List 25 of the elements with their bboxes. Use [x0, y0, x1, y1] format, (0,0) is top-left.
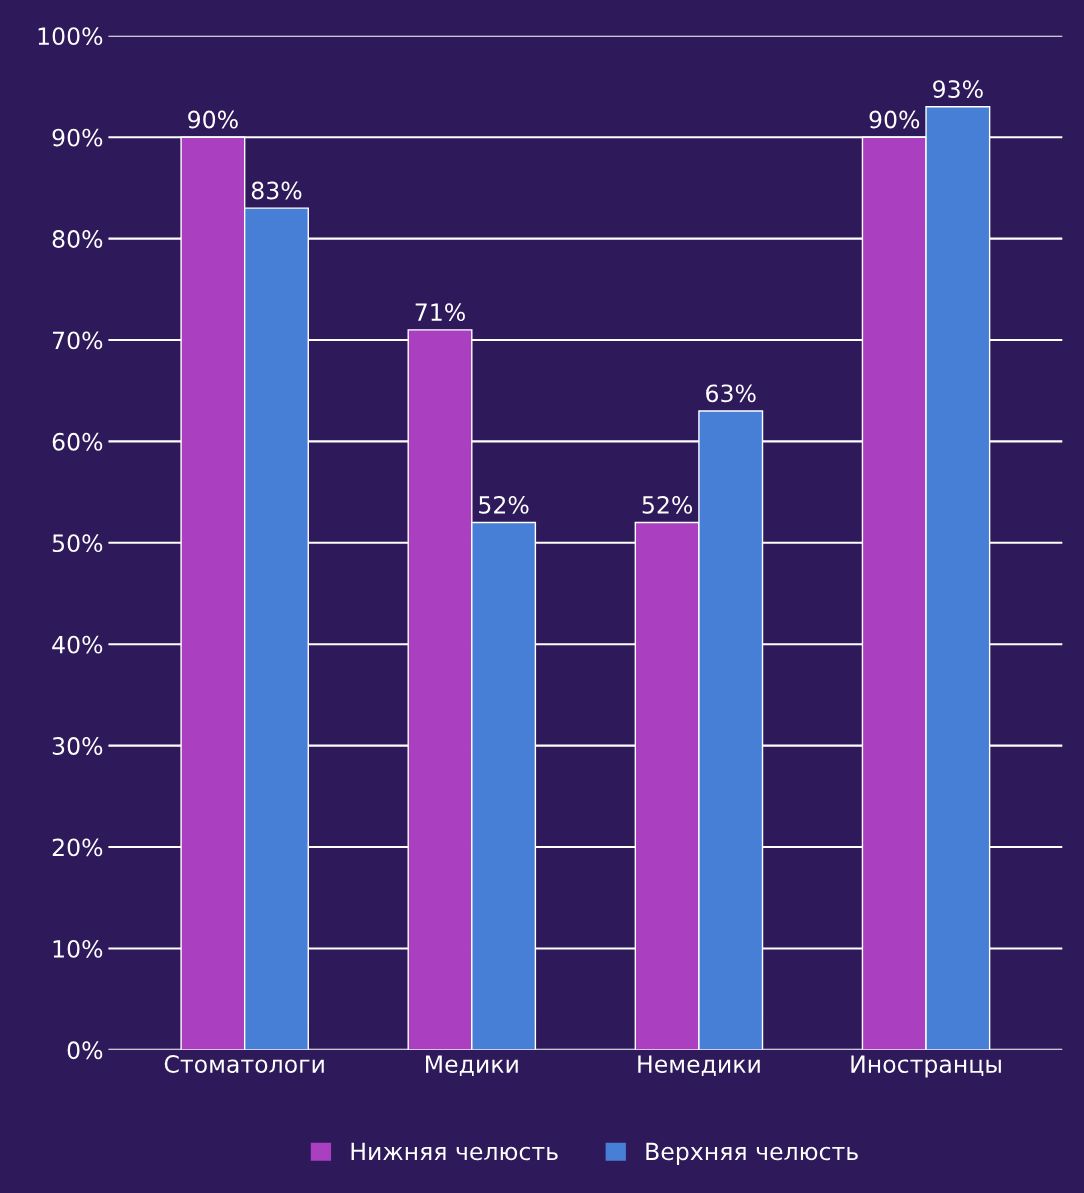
- x-tick-label: Немедики: [638, 1055, 760, 1076]
- data-label: 52%: [479, 495, 529, 514]
- y-tick-label: 40%: [52, 635, 103, 654]
- x-tick-label: Медики: [426, 1055, 518, 1076]
- y-tick-label: 60%: [52, 432, 103, 451]
- data-label: 63%: [706, 384, 756, 403]
- x-tick-label: Иностранцы: [851, 1055, 1001, 1078]
- legend-label: Верхняя челюсть: [646, 1142, 858, 1165]
- data-label: 90%: [188, 110, 238, 129]
- y-tick-label: 50%: [52, 534, 103, 553]
- data-label: 90%: [869, 110, 920, 129]
- x-tick-label: Стоматологи: [164, 1055, 324, 1073]
- y-tick-label: 100%: [38, 27, 103, 46]
- data-label: 52%: [642, 495, 693, 514]
- y-tick-label: 90%: [52, 128, 103, 147]
- y-tick-label: 70%: [53, 331, 103, 350]
- data-label: 83%: [251, 181, 302, 200]
- legend-label: Нижняя челюсть: [351, 1142, 558, 1161]
- y-tick-label: 10%: [53, 939, 103, 958]
- y-tick-label: 80%: [52, 230, 103, 248]
- y-tick-label: 20%: [52, 838, 103, 857]
- data-label: 93%: [933, 80, 983, 99]
- y-tick-label: 30%: [52, 737, 103, 755]
- y-tick-label: 0%: [67, 1041, 103, 1060]
- data-label: 71%: [415, 303, 465, 322]
